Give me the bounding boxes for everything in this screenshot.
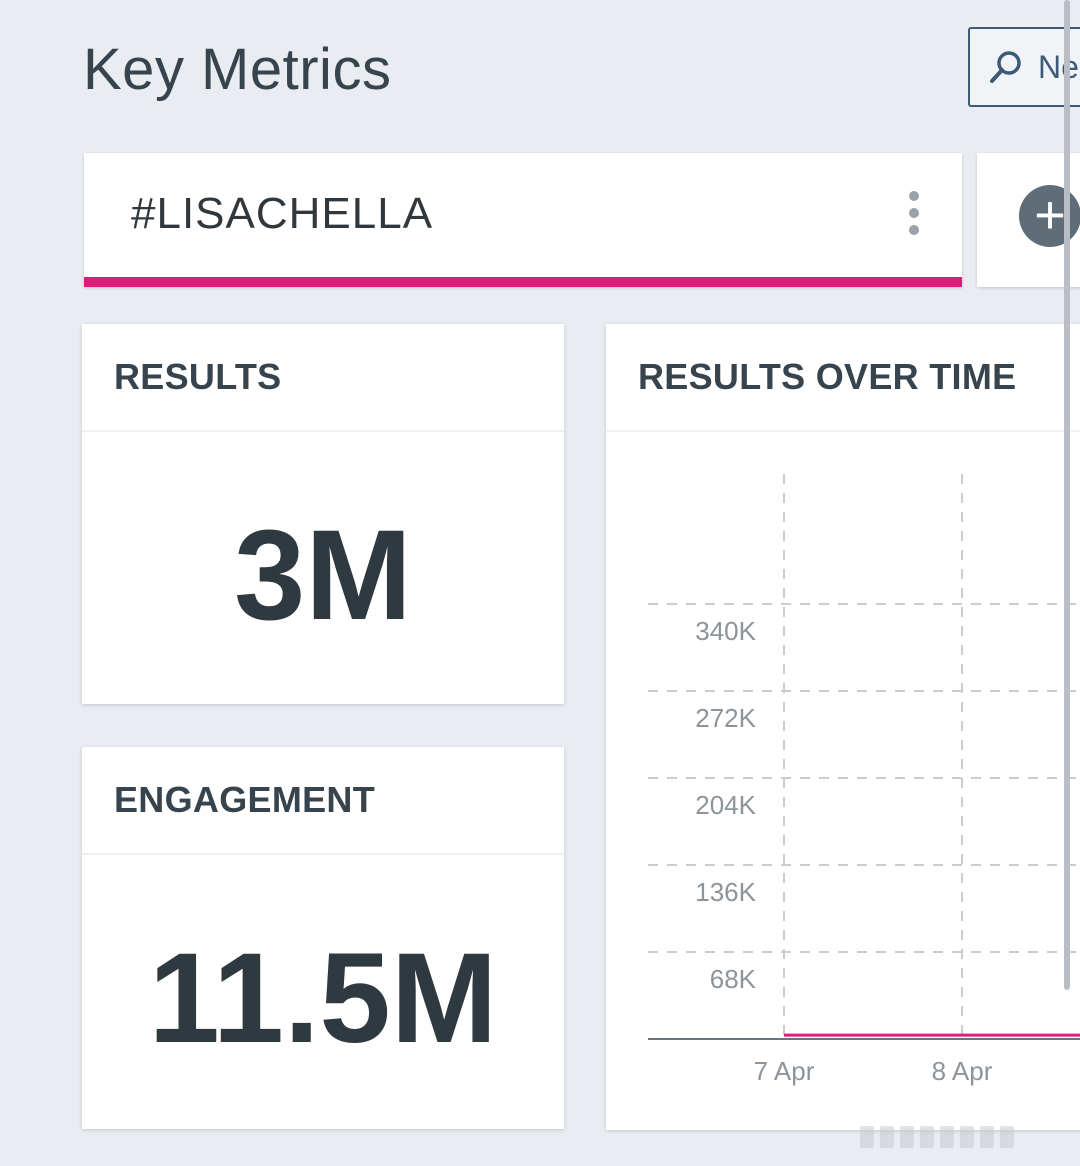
- y-tick-label: 136K: [695, 877, 756, 907]
- topic-tab[interactable]: #LISACHELLA: [84, 153, 962, 287]
- engagement-card: ENGAGEMENT 11.5M: [82, 747, 564, 1129]
- engagement-label: ENGAGEMENT: [82, 747, 564, 855]
- x-tick-label: 8 Apr: [932, 1056, 993, 1086]
- y-tick-label: 204K: [695, 790, 756, 820]
- y-tick-label: 340K: [695, 616, 756, 646]
- results-over-time-label: RESULTS OVER TIME: [606, 324, 1080, 432]
- x-tick-label: 7 Apr: [754, 1056, 815, 1086]
- y-tick-label: 68K: [710, 964, 757, 994]
- scrollbar[interactable]: [1064, 0, 1070, 990]
- results-label: RESULTS: [82, 324, 564, 432]
- results-over-time-chart: 340K 272K 204K 136K 68K 7 Apr 8 Apr: [648, 474, 1080, 1086]
- search-button-label: Ne: [1038, 48, 1079, 85]
- page-title: Key Metrics: [83, 37, 392, 102]
- search-button[interactable]: Ne: [968, 27, 1080, 107]
- kebab-menu-icon[interactable]: [906, 191, 922, 241]
- engagement-value: 11.5M: [148, 927, 498, 1070]
- bottom-nav-hint: [860, 1126, 1070, 1156]
- add-topic-tab[interactable]: +: [977, 153, 1080, 287]
- plus-icon[interactable]: +: [1019, 185, 1080, 247]
- y-tick-label: 272K: [695, 703, 756, 733]
- results-card: RESULTS 3M: [82, 324, 564, 704]
- results-value: 3M: [234, 504, 412, 647]
- topic-name: #LISACHELLA: [131, 189, 434, 238]
- results-over-time-card: RESULTS OVER TIME 340K 272K 204K 136K 68K 7 A…: [606, 324, 1080, 1130]
- search-icon: [990, 51, 1021, 83]
